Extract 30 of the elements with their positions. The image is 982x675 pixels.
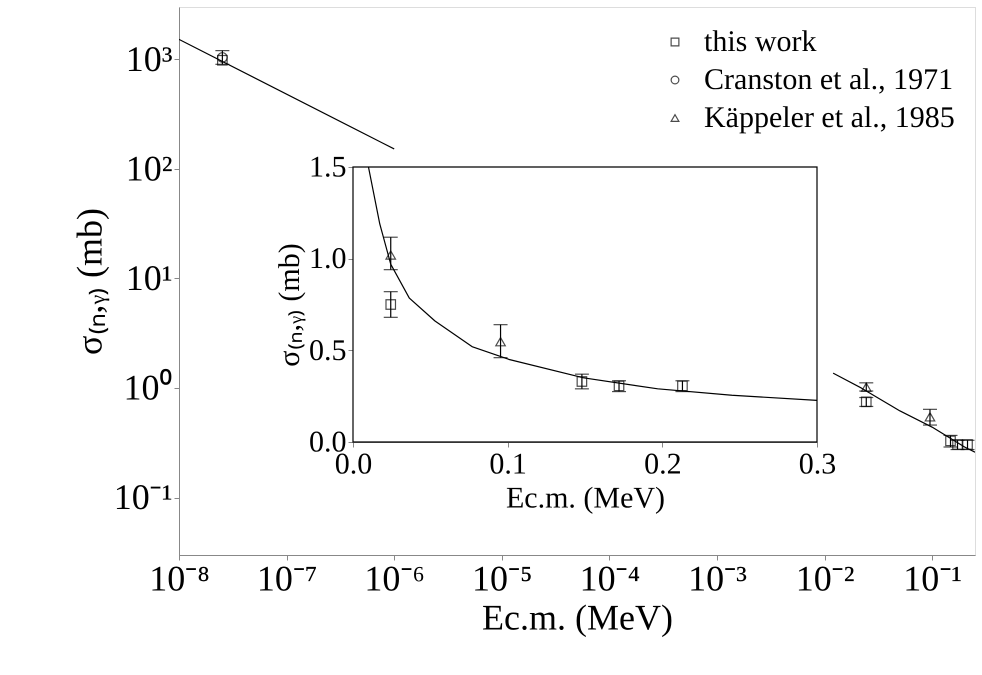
x-tick-label: 10⁻³: [688, 558, 748, 598]
x-tick-label: 0.1: [489, 448, 527, 480]
y-tick-label: 1.0: [309, 242, 346, 276]
y-tick-label: 10¹: [126, 258, 172, 298]
x-tick-label: 10⁻⁷: [256, 558, 318, 598]
x-tick-label: 10⁻⁶: [364, 558, 425, 598]
y-tick-label: 1.5: [309, 150, 346, 184]
legend-label: this work: [704, 25, 816, 58]
legend-label: Cranston et al., 1971: [704, 63, 954, 96]
y-axis-title: σ₍ₙ,ᵧ₎ (mb): [273, 243, 306, 367]
x-tick-label: 10⁻⁴: [580, 558, 640, 598]
x-tick-label: 10⁻⁵: [472, 558, 533, 598]
y-tick-label: 10³: [126, 38, 173, 79]
y-tick-label: 10²: [126, 148, 172, 188]
legend-label: Käppeler et al., 1985: [704, 101, 955, 134]
point: [385, 250, 396, 260]
x-axis-title: Ec.m. (MeV): [482, 598, 673, 638]
point: [495, 337, 506, 346]
point: [576, 376, 588, 387]
y-axis-title: σ₍ₙ,ᵧ₎ (mb): [70, 208, 110, 355]
x-tick-label: 0.3: [798, 448, 836, 480]
x-tick-label: 0.2: [644, 448, 682, 480]
x-tick-label: 10⁻²: [796, 558, 854, 598]
point: [385, 299, 396, 310]
x-tick-label: 10⁻⁸: [149, 558, 210, 598]
x-axis-title: Ec.m. (MeV): [506, 482, 666, 514]
x-tick-label: 10⁻¹: [903, 558, 962, 598]
y-tick-label: 0.5: [309, 334, 346, 367]
y-tick-label: 10⁰: [124, 368, 172, 408]
y-tick-label: 10⁻¹: [114, 477, 172, 518]
